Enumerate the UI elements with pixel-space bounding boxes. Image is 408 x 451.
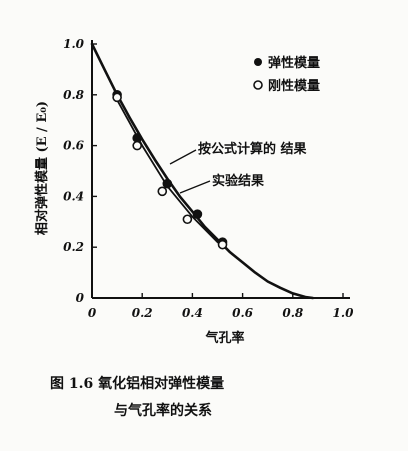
annotation-leader-formula [170, 150, 196, 164]
y-axis-title: 相对弹性模量 (E / E₀) [34, 101, 50, 235]
legend-label-1: 刚性模量 [268, 78, 320, 94]
elastic-modulus-point-3 [193, 210, 201, 218]
x-tick-label-4: 0.8 [282, 306, 304, 320]
annotation-formula: 按公式计算的 结果 [198, 141, 307, 157]
rigidity-modulus-point-4 [219, 241, 227, 249]
y-tick-label-1: 0.2 [63, 240, 84, 254]
rigidity-modulus-point-3 [183, 215, 191, 223]
rigidity-modulus-point-0 [113, 93, 121, 101]
y-tick-label-0: 0 [76, 291, 85, 305]
elastic-modulus-point-1 [133, 134, 141, 142]
y-tick-label-3: 0.6 [63, 139, 85, 153]
figure-caption-line1: 图 1.6 氧化铝相对弹性模量 [50, 375, 224, 392]
annotation-leader-experiment [180, 181, 210, 193]
x-tick-label-2: 0.4 [182, 306, 203, 320]
annotation-experiment: 实验结果 [212, 173, 264, 189]
rigidity-modulus-point-2 [158, 187, 166, 195]
elastic-modulus-point-2 [163, 180, 171, 188]
y-tick-label-4: 0.8 [63, 88, 85, 102]
rigidity-modulus-point-1 [133, 142, 141, 150]
figure-caption-line2: 与气孔率的关系 [114, 402, 212, 419]
y-tick-label-2: 0.4 [63, 189, 84, 203]
x-tick-label-5: 1.0 [333, 306, 355, 320]
legend: 弹性模量 刚性模量 [254, 55, 320, 94]
legend-marker-filled [254, 58, 262, 66]
y-tick-label-5: 1.0 [63, 37, 85, 51]
x-axis-title: 气孔率 [205, 330, 244, 346]
x-tick-label-3: 0.6 [232, 306, 254, 320]
legend-label-0: 弹性模量 [268, 55, 320, 71]
legend-marker-open [254, 81, 262, 89]
x-tick-label-1: 0.2 [132, 306, 153, 320]
x-tick-label-0: 0 [88, 306, 97, 320]
